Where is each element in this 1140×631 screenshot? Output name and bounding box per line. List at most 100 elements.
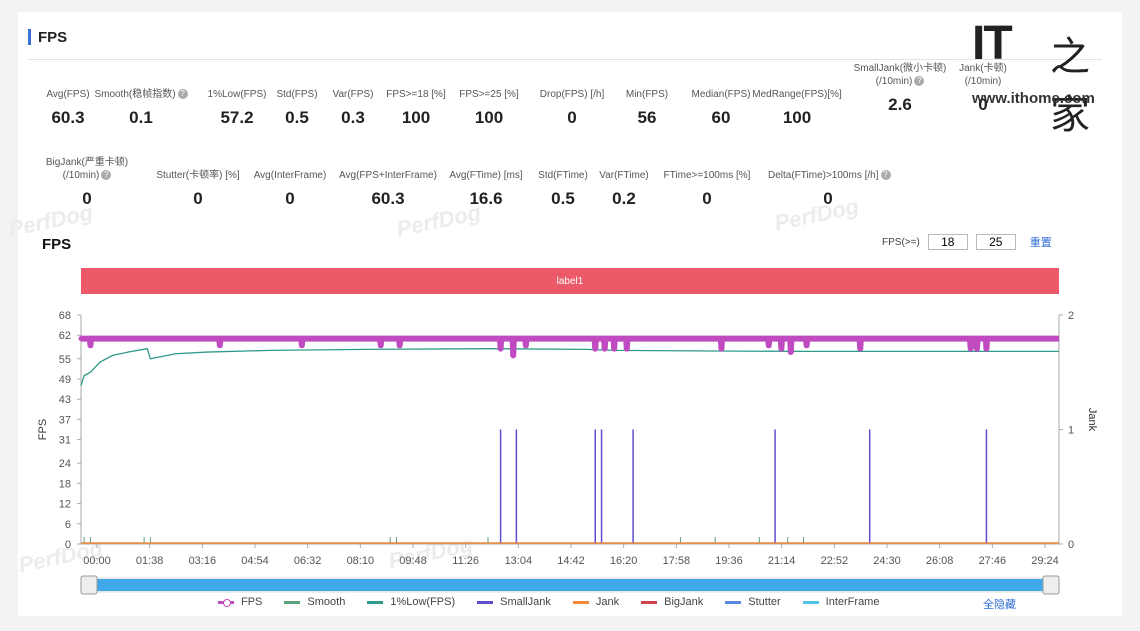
- legend-item[interactable]: 1%Low(FPS): [367, 596, 455, 608]
- fps-point: [397, 343, 402, 348]
- legend-item[interactable]: InterFrame: [802, 596, 880, 608]
- zoom-slider-handle-left[interactable]: [80, 575, 98, 595]
- stat-value: 0: [702, 189, 712, 208]
- y2-tick-label: 0: [1068, 539, 1074, 551]
- logo-it: IT: [972, 17, 1013, 70]
- stat-stats_row1-10: MedRange(FPS)[%] 100: [737, 88, 857, 128]
- x-tick-label: 03:16: [189, 555, 217, 567]
- x-tick-label: 08:10: [347, 555, 375, 567]
- fps-threshold-label: FPS(>=): [882, 236, 920, 248]
- legend-item[interactable]: Smooth: [284, 596, 345, 608]
- legend-label: BigJank: [664, 596, 704, 608]
- fps-point: [719, 346, 724, 351]
- stat-value: 0.2: [612, 189, 636, 208]
- stat-value: 0: [567, 108, 577, 127]
- stat-label: Var(FTime): [599, 170, 649, 181]
- fps-point: [968, 346, 973, 351]
- fps-point: [602, 346, 607, 351]
- y-tick-label: 49: [59, 374, 71, 386]
- section-header: FPS: [28, 26, 67, 48]
- y-tick-label: 0: [65, 539, 71, 551]
- stat-label: Std(FTime): [538, 170, 588, 181]
- reset-button[interactable]: 重置: [1029, 237, 1052, 249]
- stat-label: FPS>=25 [%]: [459, 89, 519, 100]
- legend-item[interactable]: FPS: [218, 596, 262, 608]
- legend-item[interactable]: SmallJank: [477, 596, 551, 608]
- fps-threshold-input-1[interactable]: [927, 234, 968, 250]
- fps-point: [974, 346, 979, 351]
- stat-stats_row2-1: Stutter(卡顿率) [%] 0: [138, 169, 258, 209]
- section-title: FPS: [38, 28, 68, 46]
- stat-stats_row1-12: Jank(卡顿) (/10min) 0: [923, 62, 1043, 115]
- stat-label: Std(FPS): [276, 89, 318, 100]
- stat-stats_row2-6: Var(FTime) 0.2: [564, 169, 684, 209]
- fps-point: [88, 343, 93, 348]
- fps-threshold-controls: FPS(>=) 重置: [882, 234, 1052, 250]
- legend-swatch: [284, 600, 301, 604]
- y-tick-label: 31: [59, 435, 71, 447]
- stat-label: Median(FPS): [691, 89, 751, 100]
- fps-threshold-input-2[interactable]: [975, 234, 1016, 250]
- label-bar-text: label1: [556, 275, 584, 287]
- legend-item[interactable]: Jank: [572, 596, 619, 608]
- fps-point: [858, 346, 863, 351]
- x-tick-label: 29:24: [1031, 555, 1059, 567]
- x-tick-label: 00:00: [83, 555, 111, 567]
- stat-stats_row1-9: Median(FPS) 60: [661, 88, 781, 128]
- stat-label: Stutter(卡顿率) [%]: [156, 170, 240, 181]
- legend-swatch: [572, 600, 589, 604]
- x-tick-label: 11:26: [452, 555, 479, 567]
- stat-label: MedRange(FPS)[%]: [752, 89, 842, 100]
- legend-label: SmallJank: [500, 596, 551, 608]
- zoom-slider-handle-right[interactable]: [1042, 575, 1060, 595]
- logo-zh: 之家: [1050, 34, 1090, 138]
- x-tick-label: 22:52: [821, 555, 849, 567]
- stat-label-2: (/10min)?: [27, 169, 147, 182]
- fps-point: [378, 343, 383, 348]
- ithome-logo: IT 之家 www.ithome.com: [972, 16, 1122, 138]
- hide-all-button[interactable]: 全隐藏: [983, 599, 1016, 611]
- y-axis-label: FPS: [37, 419, 49, 440]
- fps-point: [624, 346, 629, 351]
- y-tick-label: 55: [59, 354, 71, 366]
- x-tick-label: 26:08: [926, 555, 954, 567]
- chart-legend: FPS Smooth 1%Low(FPS) SmallJank Jank BigJank S…: [218, 596, 901, 608]
- legend-item[interactable]: Stutter: [725, 596, 781, 608]
- stat-label-2: (/10min): [964, 76, 1002, 87]
- x-tick-label: 01:38: [136, 555, 164, 567]
- x-tick-label: 21:14: [768, 555, 796, 567]
- legend-label: FPS: [241, 596, 263, 608]
- x-tick-label: 17:58: [663, 555, 691, 567]
- series-fps-line: [81, 335, 1059, 359]
- stat-value: 60.3: [51, 108, 85, 127]
- help-icon[interactable]: ?: [101, 170, 112, 181]
- stat-label: Jank(卡顿): [959, 63, 1007, 74]
- logo-url: www.ithome.com: [972, 90, 1095, 107]
- stat-label: FTime>=100ms [%]: [663, 170, 751, 181]
- stat-stats_row1-1: Smooth(稳帧指数)? 0.1: [81, 88, 201, 128]
- stat-stats_row1-2: 1%Low(FPS) 57.2: [177, 88, 297, 128]
- help-icon[interactable]: ?: [880, 170, 891, 181]
- stat-label: Avg(InterFrame): [253, 170, 327, 181]
- fps-point: [593, 346, 598, 351]
- y-tick-label: 24: [59, 458, 71, 470]
- fps-point: [779, 346, 784, 351]
- help-icon[interactable]: ?: [177, 89, 188, 100]
- y-tick-label: 43: [59, 394, 71, 406]
- x-tick-label: 09:48: [399, 555, 427, 567]
- fps-point: [498, 346, 503, 351]
- legend-marker-icon: [223, 598, 231, 607]
- fps-point: [217, 343, 222, 348]
- help-icon[interactable]: ?: [914, 76, 925, 87]
- legend-item[interactable]: BigJank: [641, 596, 703, 608]
- stat-value: 0: [978, 95, 988, 114]
- fps-point: [766, 343, 771, 348]
- legend-label: InterFrame: [825, 596, 880, 608]
- label-bar[interactable]: label1: [81, 268, 1059, 294]
- header-accent-bar: [28, 29, 31, 45]
- legend-swatch: [802, 600, 819, 604]
- legend-swatch: [641, 600, 658, 604]
- stat-stats_row1-7: Drop(FPS) [/h] 0: [512, 88, 632, 128]
- stat-label: Smooth(稳帧指数)?: [81, 88, 201, 101]
